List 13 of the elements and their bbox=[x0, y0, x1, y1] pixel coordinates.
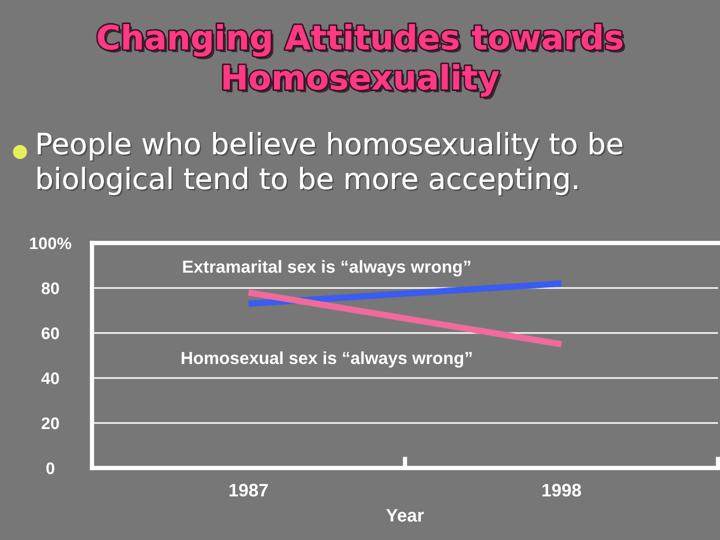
y-tick-label: 20 bbox=[42, 417, 59, 430]
series-label: Extramarital sex is “always wrong” bbox=[183, 260, 470, 276]
y-tick-label: 60 bbox=[42, 327, 59, 340]
x-tick-label: 1998 bbox=[542, 484, 582, 497]
series-label: Homosexual sex is “always wrong” bbox=[182, 351, 472, 368]
x-axis-title: Year bbox=[386, 509, 424, 522]
y-tick-label: 0 bbox=[46, 462, 54, 474]
chart-title: Changing Attitudes towards Homosexuality bbox=[98, 24, 626, 100]
y-tick-label: 40 bbox=[41, 372, 59, 384]
chart-subtitle: People who believe homosexuality to be biological tend to be more accepting. bbox=[38, 132, 624, 196]
y-tick-label: 100% bbox=[30, 237, 72, 250]
x-tick-label: 1987 bbox=[230, 484, 268, 497]
y-tick-label: 80 bbox=[42, 282, 59, 294]
